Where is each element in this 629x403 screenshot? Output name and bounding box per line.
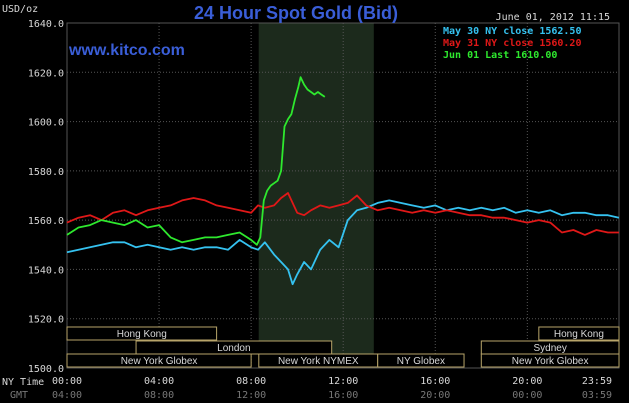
- session-label: New York Globex: [512, 356, 589, 367]
- y-tick-label: 1540.0: [28, 265, 64, 276]
- x-tick-label-ny: 20:00: [512, 376, 542, 387]
- y-tick-label: 1580.0: [28, 167, 64, 178]
- x-tick-label-gmt: 03:59: [582, 390, 612, 401]
- x-tick-label-gmt: 12:00: [236, 390, 266, 401]
- x-tick-label-gmt: 08:00: [144, 390, 174, 401]
- x-tick-label-gmt: 16:00: [328, 390, 358, 401]
- session-label: Hong Kong: [117, 329, 167, 340]
- timestamp-label: June 01, 2012 11:15: [496, 12, 610, 23]
- session-label: New York NYMEX: [278, 356, 359, 367]
- legend-jun01: Jun 01 Last 1610.00: [443, 50, 557, 61]
- y-tick-label: 1500.0: [28, 364, 64, 375]
- unit-label: USD/oz: [2, 4, 38, 15]
- highlight-band: [258, 23, 374, 368]
- gmt-label: GMT: [10, 390, 28, 401]
- x-tick-label-ny: 16:00: [420, 376, 450, 387]
- session-bar-layer: Hong Kong London New York Globex New York N…: [66, 326, 620, 368]
- series-line-1: [66, 192, 619, 236]
- y-tick-label: 1620.0: [28, 68, 64, 79]
- ny-time-label: NY Time: [2, 377, 44, 388]
- session-box: [66, 353, 252, 368]
- session-box: [377, 353, 465, 368]
- chart-title: 24 Hour Spot Gold (Bid): [194, 3, 398, 23]
- y-tick-label: 1600.0: [28, 118, 64, 129]
- session-box: [538, 326, 620, 341]
- site-watermark: www.kitco.com: [68, 42, 185, 59]
- legend: May 30 NY close 1562.50 May 31 NY close …: [443, 26, 581, 61]
- session-label: Hong Kong: [554, 329, 604, 340]
- y-tick-labels: 1500.0 1520.0 1540.0 1560.0 1580.0 1600.0 1620…: [28, 19, 64, 375]
- x-tick-label-gmt: 20:00: [420, 390, 450, 401]
- session-label: London: [217, 343, 250, 354]
- y-tick-label: 1640.0: [28, 19, 64, 30]
- series-layer: [66, 76, 620, 286]
- series-line-2: [66, 76, 326, 246]
- x-tick-labels: 00:00 04:00 04:00 08:00 08:00 12:00 12:00 16:00…: [52, 376, 612, 401]
- x-tick-label-ny: 12:00: [328, 376, 358, 387]
- session-label: NY Globex: [397, 356, 445, 367]
- legend-may31: May 31 NY close 1560.20: [443, 38, 581, 49]
- x-tick-label-ny: 04:00: [144, 376, 174, 387]
- x-tick-label-gmt: 00:00: [512, 390, 542, 401]
- highlight-band-layer: [258, 23, 374, 368]
- legend-may30: May 30 NY close 1562.50: [443, 26, 581, 37]
- session-box: [480, 353, 620, 368]
- x-tick-label-ny: 23:59: [582, 376, 612, 387]
- y-tick-label: 1560.0: [28, 216, 64, 227]
- x-tick-label-ny: 08:00: [236, 376, 266, 387]
- y-tick-label: 1520.0: [28, 315, 64, 326]
- session-label: Sydney: [533, 343, 566, 354]
- x-tick-label-ny: 00:00: [52, 376, 82, 387]
- x-tick-label-gmt: 04:00: [52, 390, 82, 401]
- session-label: New York Globex: [121, 356, 198, 367]
- session-box: [66, 326, 218, 341]
- grid-layer: [66, 22, 620, 369]
- series-line-0: [66, 199, 620, 286]
